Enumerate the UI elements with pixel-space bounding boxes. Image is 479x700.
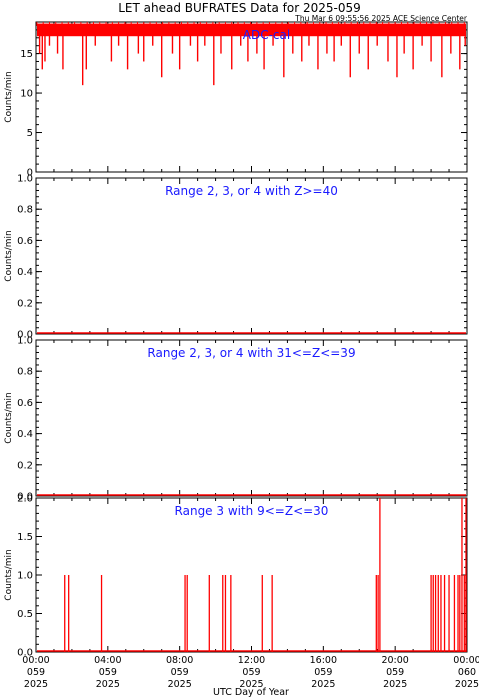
x-tick-label-year: 2025	[168, 679, 192, 690]
panel-title: Range 3 with 9<=Z<=30	[175, 504, 329, 518]
y-tick-label: 0.6	[17, 398, 33, 409]
x-tick-label-doy: 059	[27, 667, 45, 678]
y-tick-label: 0.4	[17, 429, 33, 440]
y-tick-label: 0.2	[17, 460, 33, 471]
x-tick-label-doy: 059	[99, 667, 117, 678]
panel-1: 0 5 10 15 Counts/min ADC-cal	[4, 21, 468, 179]
y-tick-label: 0.8	[17, 367, 33, 378]
y-tick-label: 0.8	[17, 205, 33, 216]
y-tick-label: 0.5	[17, 609, 33, 620]
x-tick-label-doy: 059	[314, 667, 332, 678]
panel-frame	[35, 177, 468, 335]
y-tick-label: 0.0	[17, 330, 33, 341]
x-tick-label-doy: 059	[386, 667, 404, 678]
y-tick-label: 15	[20, 49, 33, 60]
y-axis-label: Counts/min	[4, 392, 14, 443]
y-tick-label: 2.0	[17, 494, 33, 505]
x-tick-label-doy: 059	[242, 667, 260, 678]
chart-title: LET ahead BUFRATES Data for 2025-059	[118, 1, 360, 15]
x-tick-label-doy: 059	[171, 667, 189, 678]
panel-frame	[35, 21, 468, 173]
y-tick-label: 0.4	[17, 267, 33, 278]
x-tick-label-time: 12:00	[238, 655, 265, 666]
y-tick-label: 1.5	[17, 532, 33, 543]
x-tick-label-time: 00:00	[22, 655, 49, 666]
panel-title: Range 2, 3, or 4 with Z>=40	[165, 184, 338, 198]
y-tick-label: 0.0	[17, 648, 33, 659]
y-tick-label: 0	[27, 168, 33, 179]
panel-frame	[35, 497, 468, 653]
x-tick-label-time: 00:00	[453, 655, 479, 666]
x-tick-label-time: 20:00	[381, 655, 408, 666]
panel-4: 0.0 0.5 1.0 1.5 2.0 Counts/min Range 3 with 9<…	[4, 494, 468, 659]
y-axis-label: Counts/min	[4, 549, 14, 600]
panel-title: Range 2, 3, or 4 with 31<=Z<=39	[147, 346, 355, 360]
y-tick-label: 10	[20, 89, 33, 100]
y-tick-label: 1.0	[17, 336, 33, 347]
y-tick-label: 0.0	[17, 492, 33, 503]
x-axis-label: UTC Day of Year	[213, 687, 289, 698]
panel-frame	[35, 339, 468, 497]
y-axis-label: Counts/min	[4, 71, 14, 122]
panel-title: ADC-cal	[243, 28, 290, 42]
y-tick-label: 1.0	[17, 174, 33, 185]
panel-2: 0.0 0.2 0.4 0.6 0.8 1.0 Counts/min Range 2, 3, …	[4, 174, 468, 341]
x-tick-label-year: 2025	[96, 679, 120, 690]
y-tick-label: 1.0	[17, 571, 33, 582]
x-tick-label-doy: 060	[458, 667, 476, 678]
y-tick-label: 0.6	[17, 236, 33, 247]
panels: 0 5 10 15 Counts/min ADC-cal 0.0 0.2 0.4 0.6 0.8 1.…	[4, 21, 468, 659]
x-tick-label-year: 2025	[383, 679, 407, 690]
x-tick-label-time: 16:00	[310, 655, 337, 666]
x-tick-label-year: 2025	[24, 679, 48, 690]
x-tick-label-year: 2025	[239, 679, 263, 690]
y-axis-label: Counts/min	[4, 230, 14, 281]
panel-3: 0.0 0.2 0.4 0.6 0.8 1.0 Counts/min Range 2, 3, …	[4, 336, 468, 503]
x-tick-label-year: 2025	[455, 679, 479, 690]
y-tick-label: 0.2	[17, 298, 33, 309]
x-tick-label-time: 08:00	[166, 655, 193, 666]
y-tick-label: 5	[27, 128, 33, 139]
x-tick-label-time: 04:00	[94, 655, 121, 666]
timestamp: Thu Mar 6 09:55:56 2025 ACE Science Cent…	[294, 14, 468, 23]
x-tick-label-year: 2025	[311, 679, 335, 690]
x-axis: 00:00059202504:00059202508:00059202512:0…	[22, 655, 479, 690]
